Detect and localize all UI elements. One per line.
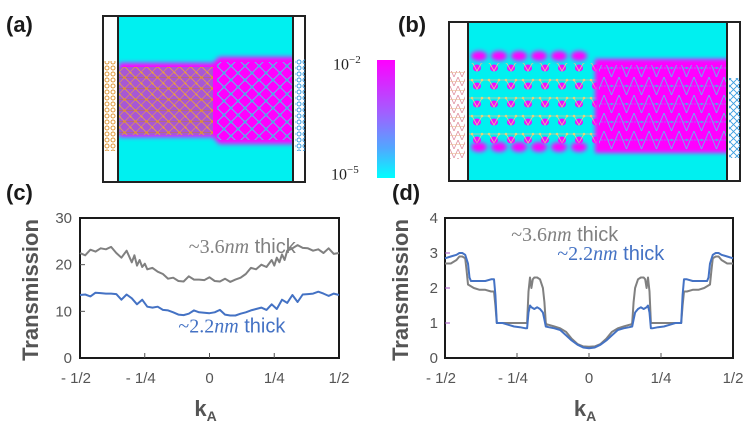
x-tick-label: - 1/4: [498, 370, 528, 387]
y-tick-label: 30: [55, 210, 72, 227]
right-lead-atoms: [729, 78, 740, 158]
series-annotation-thick-2-2nm: ~2.2nm thick: [178, 315, 286, 337]
panel-label-a: (a): [6, 12, 33, 37]
x-axis-title-main: k: [194, 396, 207, 421]
plot-frame-d: [444, 217, 734, 359]
series-line-thick-3-6nm: [79, 244, 340, 283]
x-tick-label: - 1/2: [426, 370, 456, 387]
x-axis-title: kA: [194, 396, 216, 424]
y-tick-label: 0: [430, 350, 438, 367]
colorbar-max-label: 10−2: [333, 54, 361, 74]
annotation-suffix: thick: [618, 243, 666, 265]
simulation-image-b: [448, 21, 741, 182]
left-lead-atoms: [450, 71, 465, 159]
series-annotation-thick-3-6nm: ~3.6nm thick: [189, 236, 297, 258]
colorbar: [377, 60, 395, 178]
x-axis-title: kA: [574, 396, 596, 424]
y-tick-label: 20: [55, 257, 72, 274]
transmission-chart-c: 0 10 20 30 - 1/2 - 1/4 0 1/4 1/2 Transmission kA ~3…: [18, 210, 350, 424]
annotation-value: ~2.2: [557, 243, 593, 265]
y-tick-label: 0: [64, 350, 72, 367]
x-tick-label: - 1/2: [61, 370, 91, 387]
y-axis-title: Transmission: [388, 219, 413, 361]
annotation-suffix: thick: [572, 224, 620, 246]
panel-label-c: (c): [6, 180, 33, 205]
annotation-unit: nm: [214, 315, 238, 337]
y-axis-title: Transmission: [18, 219, 43, 361]
x-tick-label: 1/4: [651, 370, 672, 387]
x-tick-label: 1/2: [723, 370, 744, 387]
y-tick-label: 2: [430, 280, 438, 297]
annotation-unit: nm: [547, 224, 571, 246]
panel-label-b: (b): [398, 12, 427, 37]
colorbar-min-base: 10: [331, 166, 347, 184]
colorbar-max-exp: −2: [349, 54, 361, 66]
series-annotation-thick-2-2nm: ~2.2nm thick: [557, 243, 665, 265]
annotation-unit: nm: [225, 236, 249, 258]
annotation-value: ~3.6: [189, 236, 225, 258]
x-tick-label: 1/4: [264, 370, 285, 387]
annotation-unit: nm: [593, 243, 617, 265]
panel-label-d: (d): [392, 180, 421, 205]
lead-atoms-b: [450, 71, 740, 159]
x-axis-title-subscript: A: [586, 408, 596, 424]
series-line-thick-2-2nm: [444, 252, 734, 350]
plot-frame-c: [79, 217, 340, 359]
right-lead-atoms: [295, 59, 305, 151]
y-tick-label: 4: [430, 210, 438, 227]
x-tick-label: - 1/4: [126, 370, 156, 387]
x-tick-label: 1/2: [329, 370, 350, 387]
density-region-b: [467, 23, 728, 180]
series-annotation-thick-3-6nm: ~3.6nm thick: [511, 224, 619, 246]
x-axis-title-subscript: A: [207, 408, 217, 424]
x-tick-label: 0: [585, 370, 593, 387]
y-tick-label: 1: [430, 315, 438, 332]
colorbar-min-exp: −5: [347, 164, 359, 176]
simulation-image-a: [102, 15, 306, 183]
x-axis-title-main: k: [574, 396, 587, 421]
x-tick-label: 0: [205, 370, 213, 387]
annotation-value: ~2.2: [178, 315, 214, 337]
colorbar-max-base: 10: [333, 56, 349, 74]
annotation-suffix: thick: [249, 236, 297, 258]
annotation-value: ~3.6: [511, 224, 547, 246]
lead-atoms-a: [104, 59, 305, 151]
density-region-a: [117, 17, 294, 181]
density-map-b: [469, 51, 726, 153]
y-tick-label: 10: [55, 303, 72, 320]
density-map-a: [119, 57, 292, 144]
left-lead-atoms: [104, 61, 116, 151]
annotation-suffix: thick: [239, 315, 287, 337]
y-tick-label: 3: [430, 245, 438, 262]
colorbar-min-label: 10−5: [331, 164, 359, 184]
series-line-thick-2-2nm: [79, 290, 340, 317]
